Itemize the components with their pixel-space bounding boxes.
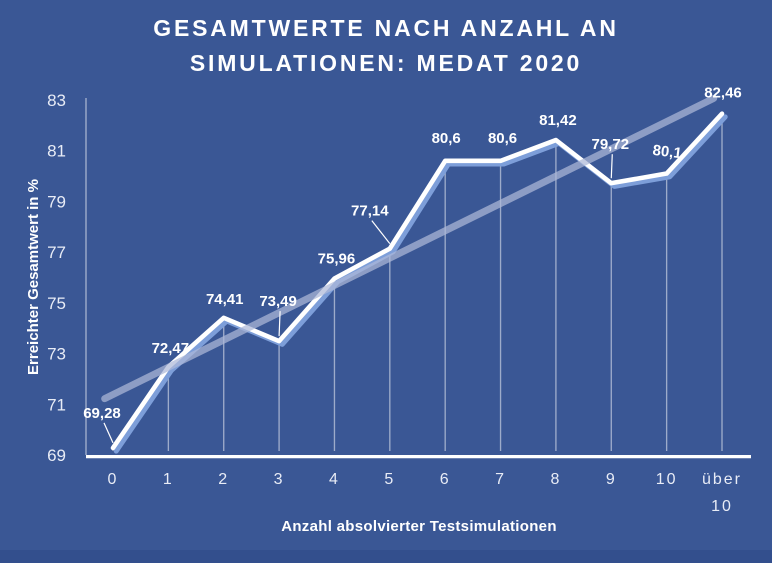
chart-title: GESAMTWERTE NACH ANZAHL AN SIMULATIONEN:… — [0, 11, 772, 81]
chart-title-line1: GESAMTWERTE NACH ANZAHL AN — [153, 15, 619, 41]
y-tick-label: 71 — [47, 395, 66, 414]
trend-line — [101, 94, 718, 403]
label-leader-line — [103, 422, 114, 444]
x-tick-label: 0 — [108, 471, 119, 488]
y-tick-label: 81 — [47, 142, 66, 161]
data-label: 77,14 — [351, 203, 389, 220]
data-label: 82,46 — [704, 85, 742, 102]
x-tick-label: 7 — [495, 471, 506, 488]
x-tick-label: 9 — [606, 471, 617, 488]
y-tick-label: 77 — [47, 243, 66, 262]
x-axis-title: Anzahl absolvierter Testsimulationen — [281, 518, 557, 535]
data-label: 74,41 — [206, 291, 244, 308]
y-tick-label: 75 — [47, 294, 66, 313]
series-line-shadow — [113, 114, 728, 454]
y-tick-label: 69 — [47, 446, 66, 465]
x-tick-label: 10 — [656, 471, 678, 488]
x-tick-label: 6 — [440, 471, 451, 488]
label-leader-line — [610, 154, 613, 179]
series-line — [110, 111, 725, 451]
y-tick-label: 83 — [47, 91, 66, 110]
y-tick-label: 79 — [47, 192, 66, 211]
data-label: 79,72 — [592, 136, 630, 153]
x-tick-label: 4 — [329, 471, 340, 488]
label-leader-line — [278, 311, 281, 337]
data-label: 80,6 — [432, 130, 461, 147]
data-label: 73,49 — [259, 293, 297, 310]
data-label: 80,6 — [488, 130, 517, 147]
x-tick-label: 8 — [550, 471, 561, 488]
data-label: 75,96 — [318, 251, 356, 268]
label-leader-line — [371, 220, 391, 244]
bottom-accent-bar — [0, 550, 772, 563]
x-tick-label: 3 — [274, 471, 285, 488]
x-tick-label: 2 — [218, 471, 229, 488]
x-tick-label: 1 — [163, 471, 174, 488]
data-label: 72,47 — [152, 340, 190, 357]
data-label: 81,42 — [539, 112, 577, 129]
data-label: 80,1 — [652, 142, 683, 162]
y-tick-label: 73 — [47, 345, 66, 364]
x-tick-label: 5 — [384, 471, 395, 488]
x-tick-label: über 10 — [702, 471, 742, 515]
data-label: 69,28 — [83, 405, 121, 422]
chart-title-line2: SIMULATIONEN: MEDAT 2020 — [189, 50, 583, 76]
